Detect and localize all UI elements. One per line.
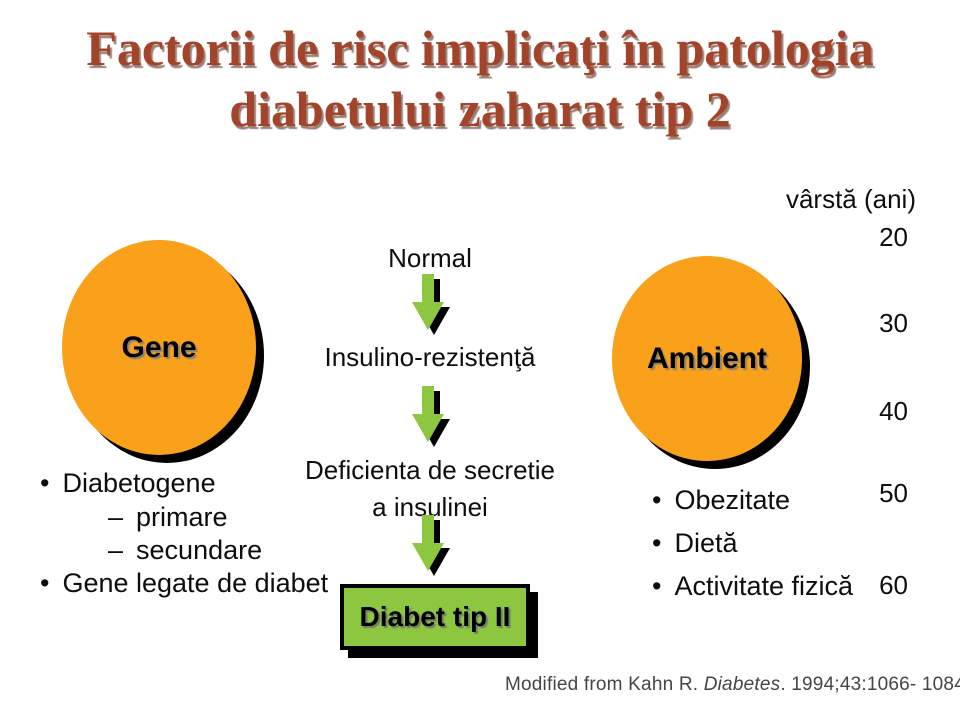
bullet-marker: • (652, 485, 662, 515)
list-item: – secundare (108, 535, 262, 566)
list-item: • Diabetogene (40, 468, 216, 499)
gene-ellipse: Gene (62, 240, 256, 455)
list-item-label: secundare (136, 535, 263, 565)
flow-step-normal: Normal (388, 243, 472, 273)
dash-marker: – (108, 502, 124, 532)
list-item: • Dietă (652, 528, 737, 559)
list-item-label: Dietă (674, 528, 738, 558)
list-item-label: primare (136, 502, 228, 532)
flow-step-secretion-line1: Deficienta de secretie (304, 455, 556, 485)
age-axis-label: vârstă (ani) (785, 184, 916, 214)
citation-suffix: . 1994;43:1066- 1084. (780, 674, 960, 695)
down-arrow-icon (412, 386, 450, 447)
gene-ellipse-label: Gene (121, 330, 197, 364)
age-tick-60: 60 (879, 570, 908, 600)
bullet-marker: • (40, 568, 50, 598)
age-tick-20: 20 (879, 222, 908, 252)
diabetes-type2-box: Diabet tip II (340, 584, 530, 650)
list-item: • Obezitate (652, 485, 790, 516)
list-item-label: Activitate fizică (674, 571, 854, 601)
age-tick-40: 40 (879, 396, 908, 426)
list-item-label: Gene legate de diabet (62, 568, 329, 598)
slide-title: Factorii de risc implicaţi în patologia … (0, 18, 960, 140)
diabetes-type2-box-label: Diabet tip II (359, 601, 511, 632)
bullet-marker: • (652, 571, 662, 601)
age-tick-50: 50 (879, 478, 908, 508)
ambient-ellipse: Ambient (612, 256, 802, 461)
citation-journal: Diabetes (703, 674, 781, 695)
slide-title-line2: diabetului zaharat tip 2 (229, 81, 731, 137)
ambient-ellipse-label: Ambient (647, 341, 767, 375)
dash-marker: – (108, 535, 124, 565)
down-arrow-icon (412, 515, 450, 576)
list-item-label: Diabetogene (62, 468, 216, 498)
age-tick-30: 30 (879, 308, 908, 338)
down-arrow-icon (412, 274, 450, 335)
citation-prefix: Modified from Kahn R. (505, 674, 704, 695)
bullet-marker: • (40, 468, 50, 498)
slide-title-line1: Factorii de risc implicaţi în patologia (86, 20, 874, 76)
list-item: • Activitate fizică (652, 571, 853, 602)
list-item: – primare (108, 502, 228, 533)
citation: Modified from Kahn R. Diabetes. 1994;43:… (505, 674, 960, 696)
flow-step-insulin-resistance: Insulino-rezistenţă (324, 342, 536, 372)
list-item: • Gene legate de diabet (40, 568, 328, 599)
bullet-marker: • (652, 528, 662, 558)
flow-step-secretion-deficiency: Deficienta de secretie a insulinei (270, 452, 590, 526)
list-item-label: Obezitate (674, 485, 791, 515)
